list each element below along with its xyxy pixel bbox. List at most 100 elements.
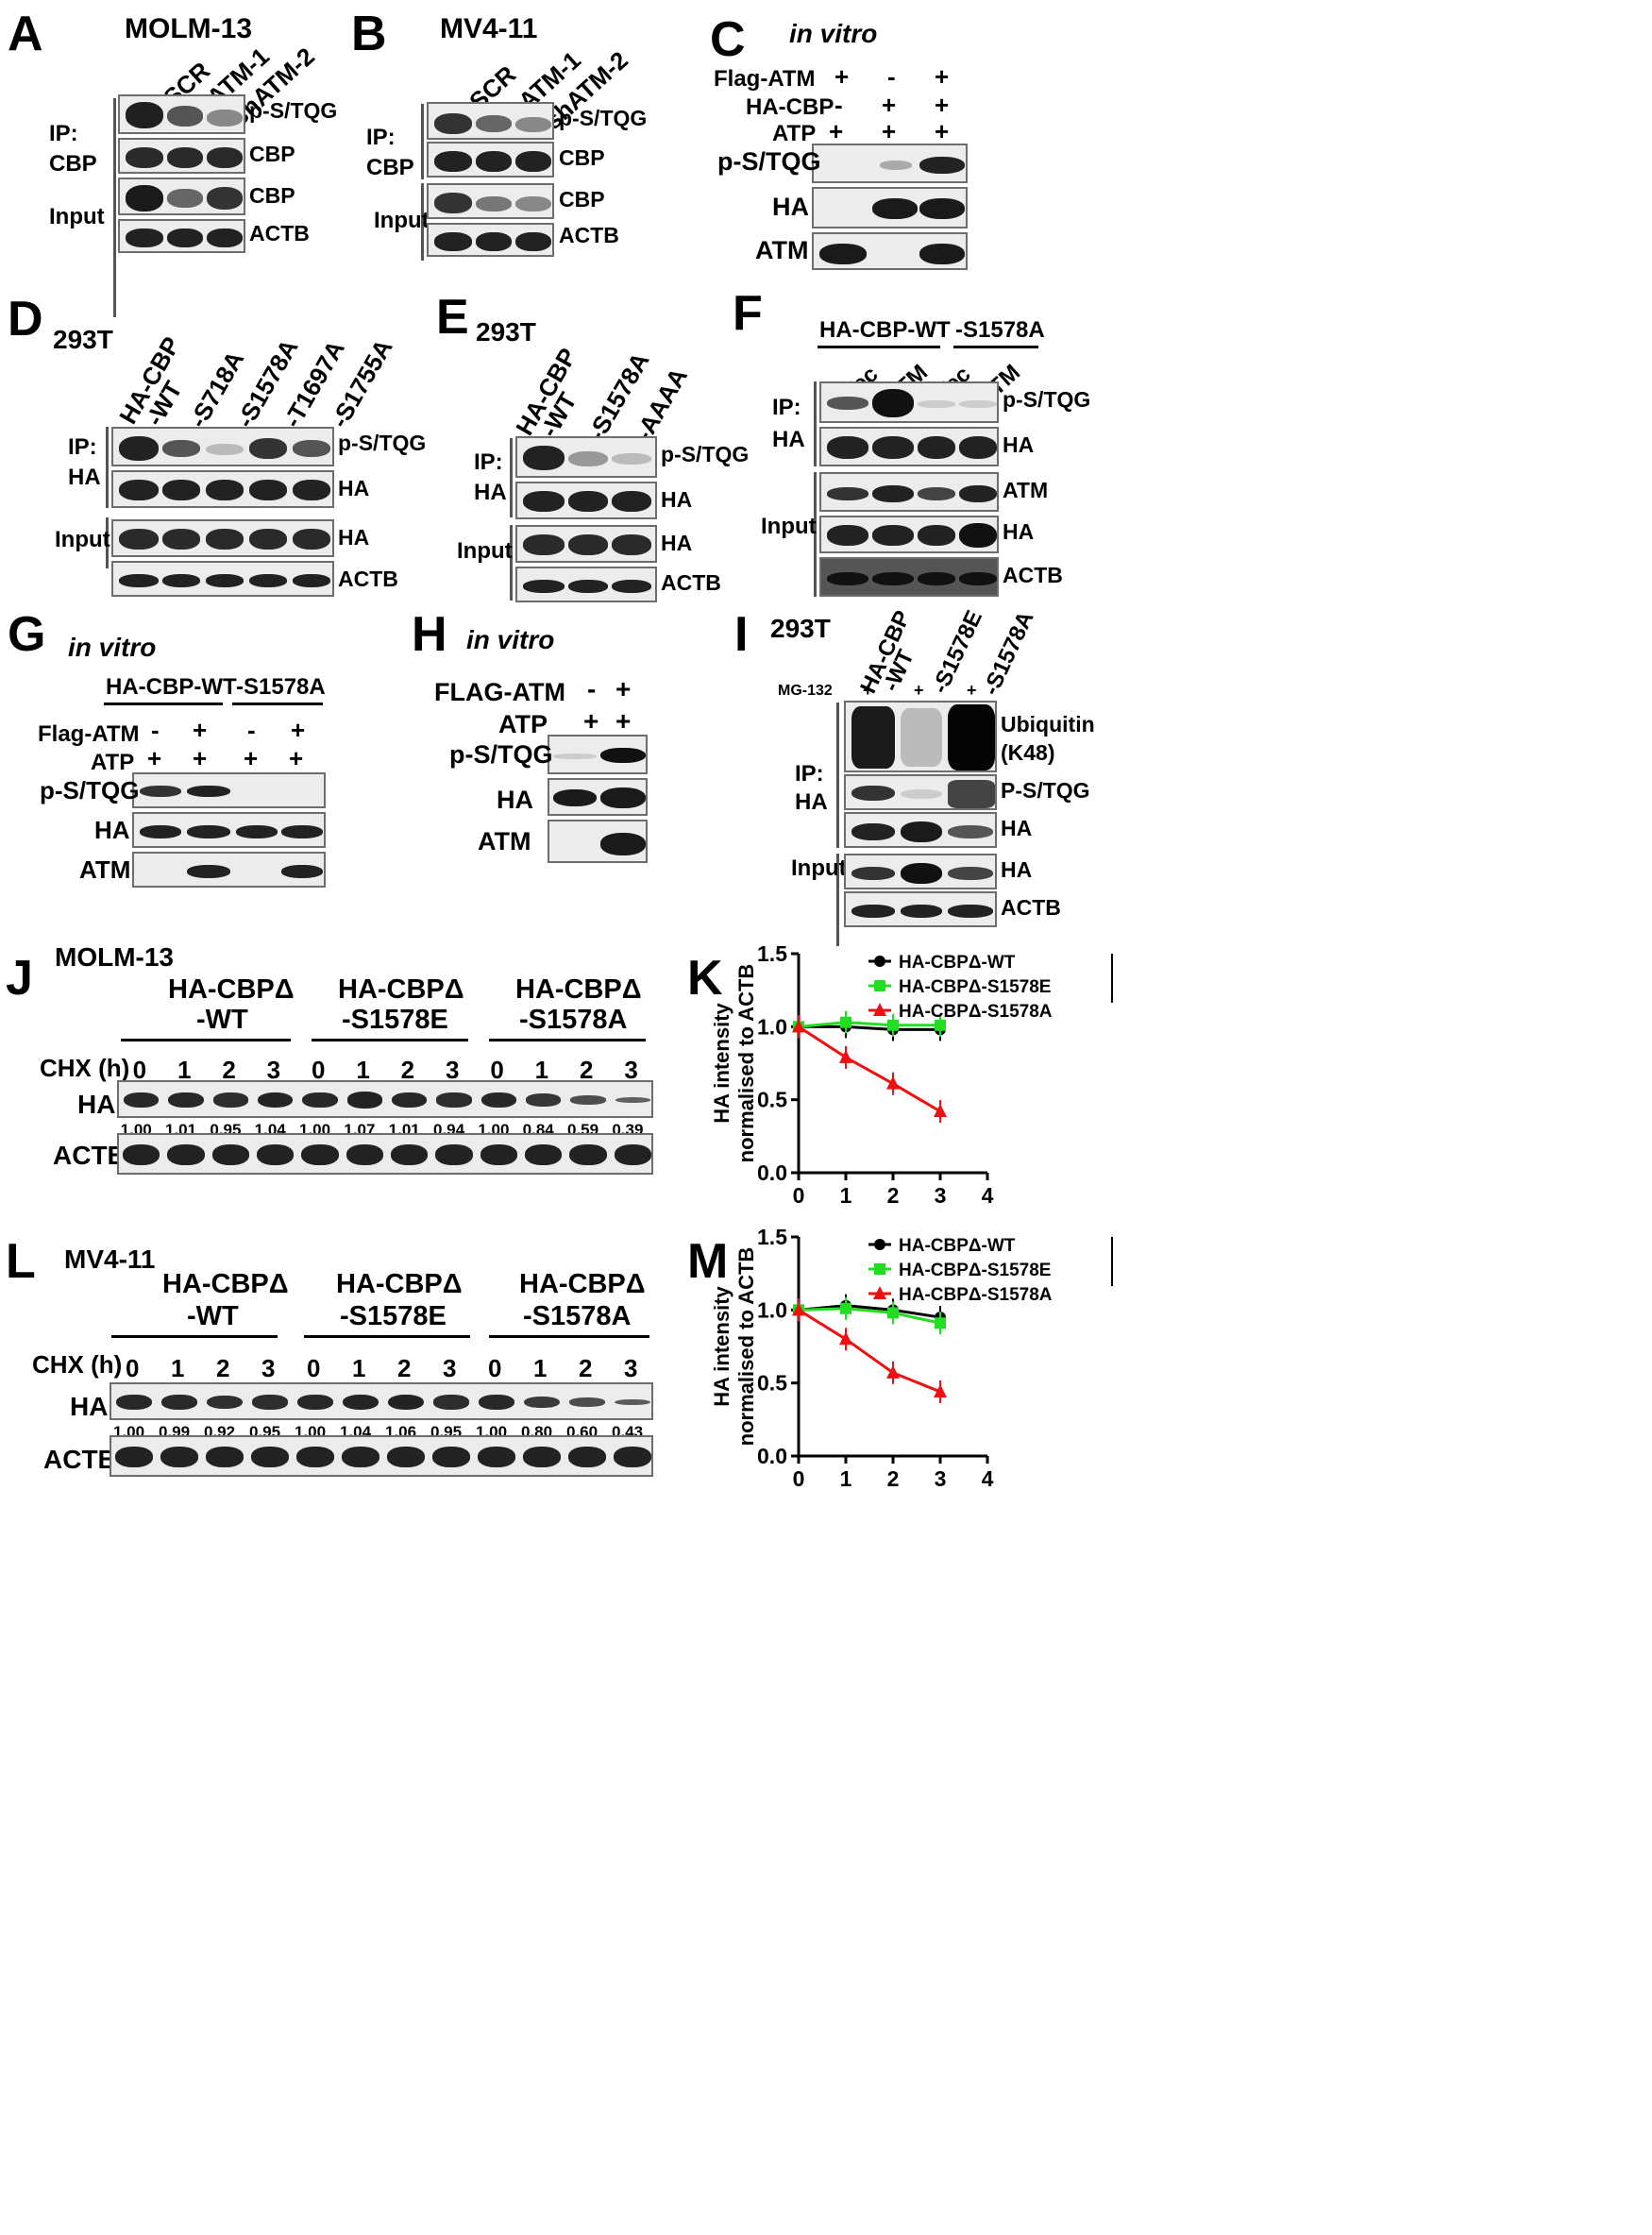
actb-band <box>346 1144 383 1165</box>
ha-band <box>124 1092 160 1108</box>
blot-label: CBP <box>249 142 295 166</box>
y-axis-label-line: normalised to ACTB <box>734 964 758 1163</box>
blot-label: ATM <box>755 236 809 264</box>
ip-label: IP: <box>474 449 503 475</box>
timepoint-label: 0 <box>312 1056 326 1084</box>
blot-label: ACTB <box>249 221 310 246</box>
x-tick-label: 4 <box>982 1183 994 1208</box>
cell-line-label: 293T <box>53 325 113 354</box>
input-label: Input <box>761 514 817 539</box>
panel-label-d: D <box>8 292 43 347</box>
western-blot <box>548 778 648 816</box>
y-tick-label: 1.0 <box>757 1014 787 1039</box>
western-blot <box>515 525 657 563</box>
group-underline <box>489 1335 649 1338</box>
blot-label: HA <box>338 476 370 500</box>
ha-band <box>168 1092 204 1109</box>
blot-label: ACTB <box>1001 895 1061 920</box>
data-point <box>839 1049 852 1063</box>
western-blot <box>427 223 554 257</box>
western-blot <box>548 735 648 774</box>
sign: + <box>615 674 632 703</box>
group-label: -S1578A <box>519 1005 628 1035</box>
sign: + <box>967 681 977 700</box>
blot-label: p-S/TQG <box>338 431 427 455</box>
panel-label-e: E <box>436 290 469 345</box>
blot-label: ACTB <box>338 567 398 591</box>
timepoint-label: 2 <box>397 1354 412 1382</box>
legend-label: HA-CBPΔ-S1578E <box>899 1261 1051 1280</box>
blot-label: Ubiquitin <box>1001 712 1095 737</box>
group-label: HA-CBPΔ <box>168 974 295 1005</box>
line-chart-k: 0.0 0.5 1.0 1.5 0 1 2 3 4 HA intensitynormalised … <box>710 941 1113 1208</box>
timepoint-label: 1 <box>352 1354 366 1382</box>
timepoint-label: 2 <box>580 1056 594 1084</box>
group-label: -S1578A <box>955 317 1045 343</box>
western-blot <box>844 812 997 848</box>
y-tick-label: 1.5 <box>757 1225 787 1249</box>
blot-label: CBP <box>249 183 295 208</box>
western-blot <box>812 144 968 183</box>
ha-band <box>569 1397 605 1407</box>
condition-label: HA-CBP <box>746 94 834 120</box>
panel-label-l: L <box>6 1234 36 1289</box>
sign: + <box>147 744 162 772</box>
ha-band <box>302 1092 338 1108</box>
legend-marker <box>874 956 885 967</box>
blot-label: HA <box>661 531 693 555</box>
ip-target-label: HA <box>772 427 805 452</box>
timepoint-label: 3 <box>624 1056 638 1084</box>
input-label: Input <box>55 527 110 552</box>
actb-band <box>525 1144 563 1165</box>
data-point <box>839 1331 852 1346</box>
sign: + <box>289 744 304 772</box>
actb-band <box>435 1144 473 1165</box>
ha-band <box>258 1092 294 1109</box>
ha-band <box>615 1096 650 1104</box>
sign: + <box>193 744 208 772</box>
condition-label: ATP <box>498 710 548 738</box>
ip-label: IP: <box>772 395 801 420</box>
legend-label: HA-CBPΔ-S1578A <box>899 1285 1053 1305</box>
western-blot <box>118 219 245 253</box>
group-label: -S1578E <box>342 1005 448 1035</box>
blot-label: HA <box>497 786 533 814</box>
condition-label: Flag-ATM <box>714 66 816 92</box>
input-bracket <box>510 525 513 601</box>
ip-bracket <box>814 381 817 466</box>
sign: - <box>887 62 896 91</box>
actb-band <box>211 1144 249 1165</box>
data-point <box>840 1302 851 1314</box>
timepoint-label: 0 <box>490 1056 504 1084</box>
cell-line-label: 293T <box>476 317 536 347</box>
timepoint-label: 0 <box>132 1056 147 1084</box>
data-point <box>934 1383 947 1397</box>
actb-band <box>391 1144 429 1165</box>
western-blot <box>844 854 997 889</box>
blot-label: CBP <box>559 187 605 212</box>
group-label: HA-CBPΔ <box>515 974 642 1005</box>
condition-label: Flag-ATM <box>38 721 140 747</box>
blot-label: HA <box>1001 857 1033 882</box>
timepoint-label: 3 <box>266 1056 281 1084</box>
western-blot <box>819 427 999 466</box>
western-blot <box>110 1382 653 1420</box>
y-tick-label: 0.5 <box>757 1088 787 1112</box>
western-blot <box>111 470 334 508</box>
ip-label: IP: <box>68 434 97 460</box>
timepoint-label: 1 <box>356 1056 370 1084</box>
y-axis-label-line: normalised to ACTB <box>734 1247 758 1447</box>
panel-label-i: I <box>734 607 749 662</box>
blot-label: p-S/TQG <box>449 740 553 769</box>
chx-label: CHX (h) <box>40 1054 130 1082</box>
actb-band <box>257 1144 295 1165</box>
data-point <box>886 1364 900 1379</box>
western-blot <box>548 820 648 863</box>
input-label: Input <box>374 208 430 233</box>
western-blot <box>819 381 999 423</box>
group-underline <box>312 1039 468 1041</box>
blot-label: p-S/TQG <box>40 776 140 804</box>
series-line <box>798 1309 941 1394</box>
timepoint-label: 3 <box>443 1354 457 1382</box>
